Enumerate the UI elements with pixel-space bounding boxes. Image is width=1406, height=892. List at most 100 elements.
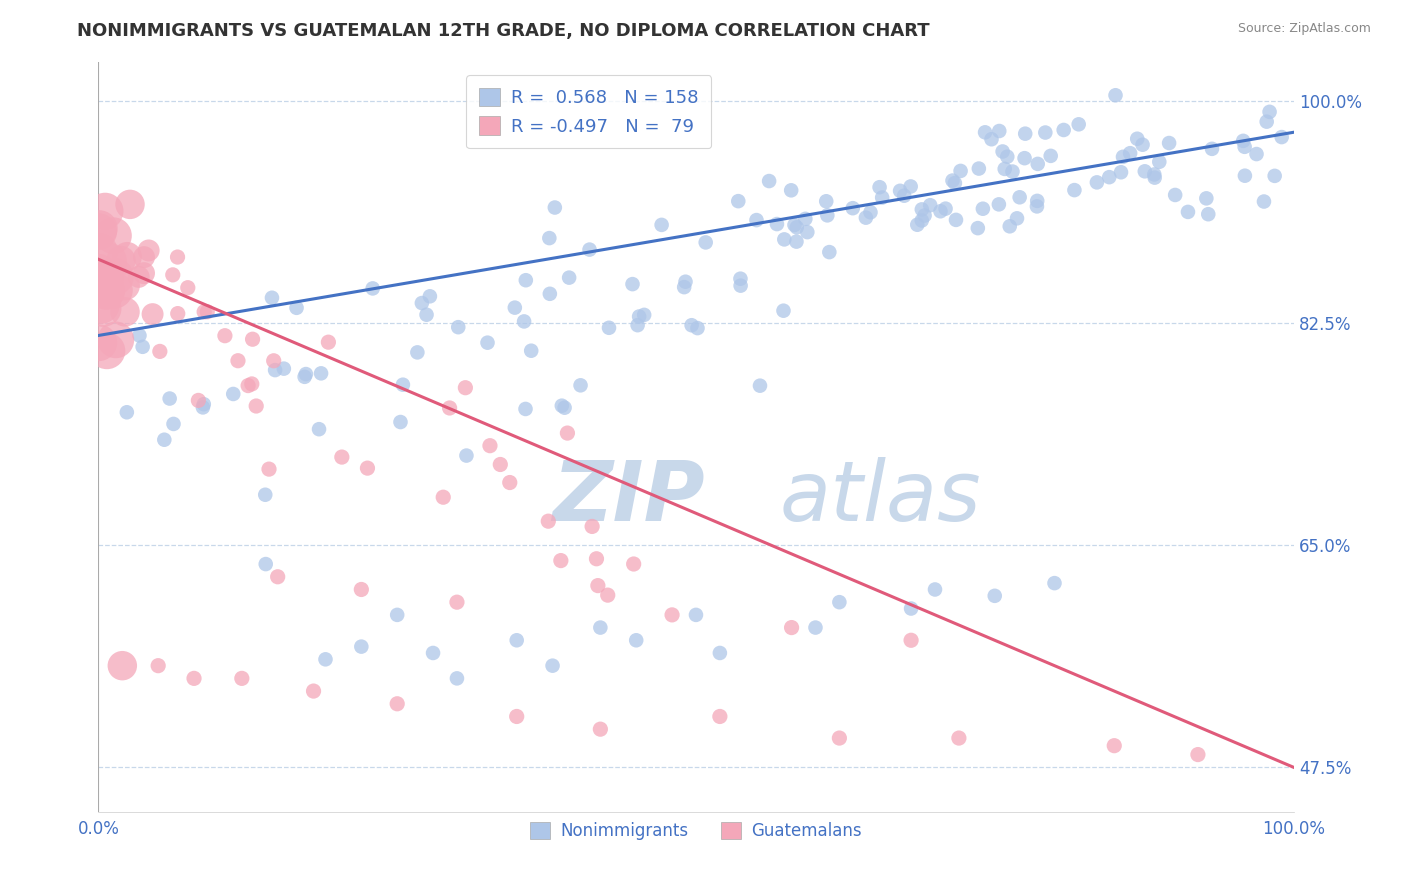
Point bbox=[446, 672, 468, 686]
Point bbox=[633, 308, 655, 322]
Point bbox=[948, 731, 970, 745]
Point bbox=[1043, 576, 1066, 591]
Point bbox=[796, 225, 818, 239]
Point bbox=[859, 205, 882, 219]
Point bbox=[598, 320, 620, 334]
Point bbox=[538, 231, 561, 245]
Point bbox=[628, 310, 651, 324]
Point bbox=[1201, 142, 1223, 156]
Point bbox=[889, 184, 911, 198]
Point bbox=[1149, 154, 1171, 169]
Point bbox=[905, 218, 928, 232]
Point bbox=[949, 164, 972, 178]
Point bbox=[589, 621, 612, 635]
Point bbox=[1197, 207, 1219, 221]
Point bbox=[1233, 140, 1256, 154]
Point bbox=[193, 305, 215, 319]
Point bbox=[1067, 117, 1090, 131]
Point bbox=[1159, 136, 1181, 150]
Point bbox=[415, 308, 437, 322]
Point bbox=[222, 387, 245, 401]
Point bbox=[554, 401, 576, 415]
Point bbox=[389, 415, 412, 429]
Point bbox=[586, 579, 609, 593]
Point bbox=[1264, 169, 1286, 183]
Point bbox=[419, 289, 441, 303]
Point bbox=[115, 405, 138, 419]
Point bbox=[110, 253, 132, 268]
Point bbox=[1177, 205, 1199, 219]
Point bbox=[1246, 147, 1268, 161]
Point bbox=[187, 393, 209, 408]
Point bbox=[273, 361, 295, 376]
Point bbox=[159, 392, 181, 406]
Point bbox=[506, 633, 529, 648]
Point bbox=[422, 646, 444, 660]
Point bbox=[1164, 188, 1187, 202]
Point bbox=[815, 194, 838, 209]
Point bbox=[439, 401, 461, 415]
Point bbox=[361, 281, 384, 295]
Point bbox=[309, 367, 332, 381]
Point bbox=[870, 190, 893, 204]
Point bbox=[318, 335, 340, 350]
Point bbox=[780, 621, 803, 635]
Point bbox=[264, 363, 287, 377]
Point bbox=[980, 132, 1002, 146]
Point bbox=[766, 217, 789, 231]
Point bbox=[651, 218, 673, 232]
Point bbox=[1014, 127, 1036, 141]
Point bbox=[254, 488, 277, 502]
Point bbox=[385, 697, 409, 711]
Point bbox=[1085, 175, 1108, 189]
Point bbox=[589, 722, 612, 736]
Point bbox=[149, 344, 172, 359]
Point bbox=[695, 235, 717, 250]
Text: ZIP: ZIP bbox=[553, 457, 706, 538]
Point bbox=[87, 335, 110, 350]
Point bbox=[131, 340, 153, 354]
Point bbox=[1112, 150, 1135, 164]
Point bbox=[780, 183, 803, 197]
Point bbox=[785, 235, 807, 249]
Point bbox=[783, 218, 806, 232]
Point bbox=[773, 232, 796, 246]
Point bbox=[1253, 194, 1275, 209]
Point bbox=[945, 213, 967, 227]
Point bbox=[681, 318, 703, 333]
Point bbox=[1195, 191, 1218, 205]
Point bbox=[1026, 194, 1049, 208]
Point bbox=[97, 253, 120, 268]
Point bbox=[966, 221, 988, 235]
Point bbox=[162, 417, 184, 431]
Point bbox=[503, 301, 526, 315]
Point bbox=[454, 381, 477, 395]
Point bbox=[138, 244, 160, 258]
Point bbox=[267, 570, 290, 584]
Point bbox=[972, 202, 994, 216]
Point bbox=[1271, 130, 1294, 145]
Point bbox=[162, 268, 184, 282]
Point bbox=[153, 433, 176, 447]
Point bbox=[166, 250, 188, 264]
Point bbox=[1256, 114, 1278, 128]
Point bbox=[1143, 168, 1166, 182]
Point bbox=[893, 188, 915, 202]
Point bbox=[943, 176, 966, 190]
Point bbox=[195, 305, 218, 319]
Point bbox=[515, 401, 537, 416]
Point bbox=[569, 378, 592, 392]
Point bbox=[558, 270, 581, 285]
Point bbox=[330, 450, 353, 464]
Point bbox=[623, 557, 645, 571]
Point bbox=[842, 201, 865, 215]
Point bbox=[967, 161, 990, 176]
Point bbox=[350, 582, 373, 597]
Point bbox=[935, 202, 957, 216]
Point bbox=[515, 273, 537, 287]
Point bbox=[114, 278, 136, 293]
Point bbox=[730, 271, 752, 285]
Point bbox=[193, 397, 215, 411]
Point bbox=[578, 243, 600, 257]
Point bbox=[988, 124, 1011, 138]
